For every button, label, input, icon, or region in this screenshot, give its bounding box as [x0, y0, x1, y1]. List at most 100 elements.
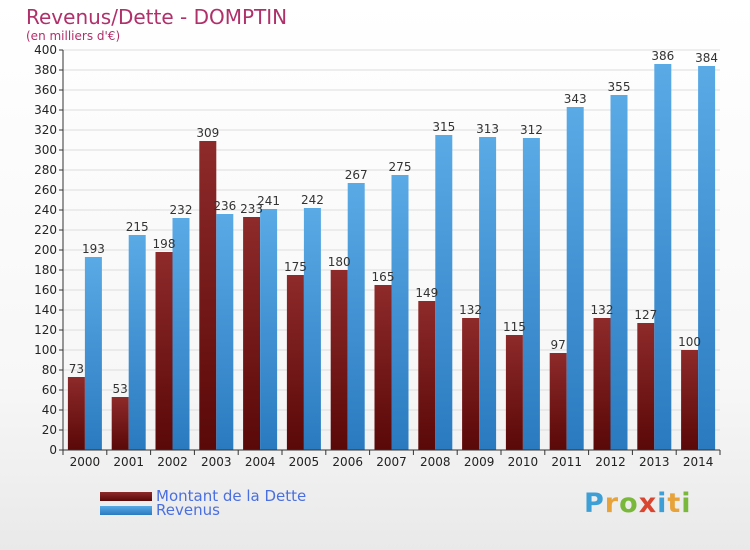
bar-revenue: [84, 257, 102, 450]
y-tick-label: 300: [34, 143, 57, 157]
y-tick-label: 20: [42, 423, 57, 437]
data-label-debt: 198: [153, 237, 176, 251]
bar-debt: [67, 377, 85, 450]
data-label-revenue: 386: [651, 49, 674, 63]
bar-revenue: [566, 107, 584, 450]
data-label-revenue: 315: [432, 120, 455, 134]
data-label-debt: 165: [372, 270, 395, 284]
bar-revenue: [303, 208, 321, 450]
data-label-debt: 73: [69, 362, 84, 376]
y-tick-label: 260: [34, 183, 57, 197]
bar-debt: [681, 350, 699, 450]
bar-revenue: [479, 137, 497, 450]
bar-revenue: [435, 135, 453, 450]
data-label-debt: 127: [634, 308, 657, 322]
logo-letter: i: [681, 488, 692, 519]
y-tick-label: 0: [49, 443, 57, 457]
x-tick-label: 2003: [201, 455, 232, 469]
bar-debt: [637, 323, 655, 450]
x-tick-label: 2002: [157, 455, 188, 469]
bar-debt: [593, 318, 611, 450]
legend-item-revenue: Revenus: [100, 501, 220, 519]
y-tick-label: 340: [34, 103, 57, 117]
bar-debt: [155, 252, 173, 450]
bar-debt: [243, 217, 261, 450]
y-tick-label: 240: [34, 203, 57, 217]
y-tick-label: 280: [34, 163, 57, 177]
legend-swatch-revenue: [100, 505, 152, 515]
logo-letter: P: [584, 488, 605, 519]
data-label-revenue: 242: [301, 193, 324, 207]
data-label-revenue: 384: [695, 51, 718, 65]
bar-revenue: [347, 183, 365, 450]
data-label-debt: 309: [196, 126, 219, 140]
legend-item-debt: Montant de la Dette: [100, 487, 306, 505]
x-tick-label: 2010: [508, 455, 539, 469]
bar-debt: [462, 318, 480, 450]
bar-debt: [549, 353, 567, 450]
logo-letter: r: [604, 488, 620, 519]
data-label-revenue: 312: [520, 123, 543, 137]
bar-revenue: [698, 66, 716, 450]
logo-letter: o: [619, 488, 639, 519]
data-label-debt: 175: [284, 260, 307, 274]
data-label-debt: 149: [415, 286, 438, 300]
x-tick-label: 2005: [289, 455, 320, 469]
bar-revenue: [128, 235, 146, 450]
bar-debt: [199, 141, 217, 450]
y-tick-label: 160: [34, 283, 57, 297]
x-tick-label: 2007: [376, 455, 407, 469]
y-tick-label: 380: [34, 63, 57, 77]
y-tick-label: 320: [34, 123, 57, 137]
y-tick-label: 180: [34, 263, 57, 277]
data-label-revenue: 241: [257, 194, 280, 208]
bar-revenue: [522, 138, 540, 450]
data-label-debt: 100: [678, 335, 701, 349]
x-tick-label: 2009: [464, 455, 495, 469]
data-label-debt: 53: [113, 382, 128, 396]
y-tick-label: 120: [34, 323, 57, 337]
y-tick-label: 140: [34, 303, 57, 317]
legend-swatch-debt: [100, 491, 152, 501]
x-tick-label: 2014: [683, 455, 714, 469]
data-label-revenue: 267: [345, 168, 368, 182]
x-tick-label: 2012: [595, 455, 626, 469]
data-label-debt: 132: [591, 303, 614, 317]
logo-letter: i: [657, 488, 668, 519]
bar-revenue: [391, 175, 409, 450]
legend-label-debt: Montant de la Dette: [156, 487, 307, 505]
x-tick-label: 2006: [332, 455, 363, 469]
proxiti-logo: Proxiti: [584, 488, 692, 519]
x-tick-label: 2011: [551, 455, 582, 469]
bar-revenue: [172, 218, 190, 450]
x-tick-label: 2004: [245, 455, 276, 469]
x-tick-label: 2013: [639, 455, 670, 469]
data-label-debt: 97: [551, 338, 566, 352]
y-tick-label: 100: [34, 343, 57, 357]
data-label-revenue: 193: [82, 242, 105, 256]
bar-revenue: [260, 209, 278, 450]
y-tick-label: 220: [34, 223, 57, 237]
bar-revenue: [610, 95, 628, 450]
chart-title: Revenus/Dette - DOMPTIN: [26, 5, 288, 29]
data-label-revenue: 232: [170, 203, 193, 217]
y-tick-label: 400: [34, 43, 57, 57]
data-label-revenue: 215: [126, 220, 149, 234]
y-tick-label: 40: [42, 403, 57, 417]
x-tick-label: 2000: [70, 455, 101, 469]
y-tick-label: 60: [42, 383, 57, 397]
bar-debt: [330, 270, 348, 450]
bar-debt: [418, 301, 436, 450]
bar-revenue: [216, 214, 234, 450]
y-tick-label: 80: [42, 363, 57, 377]
data-label-debt: 132: [459, 303, 482, 317]
bars: [67, 64, 716, 450]
y-tick-label: 200: [34, 243, 57, 257]
bar-debt: [286, 275, 304, 450]
axes: 0 20 40 60 80 100 120 140 160 180 200 220 240 260 280 3…: [34, 43, 721, 469]
logo-letter: t: [667, 488, 682, 519]
bar-debt: [505, 335, 523, 450]
